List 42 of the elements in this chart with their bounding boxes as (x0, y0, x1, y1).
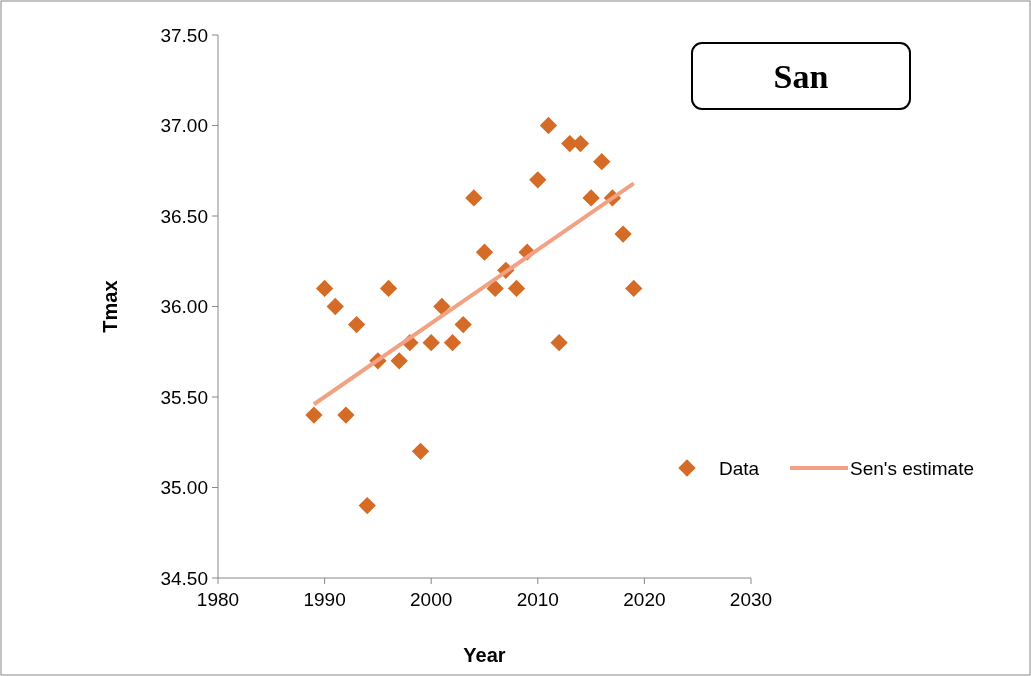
legend-label: Data (719, 457, 760, 479)
point (305, 406, 323, 424)
x-tick-label: 2010 (516, 589, 559, 610)
x-tick-label: 1990 (303, 589, 346, 610)
point (625, 279, 643, 298)
legend-label: Sen's estimate (850, 457, 975, 479)
point (593, 153, 611, 171)
x-axis-title: Year (463, 644, 506, 666)
y-tick-label: 34.50 (160, 567, 208, 589)
point (315, 279, 334, 298)
point (411, 442, 430, 460)
point (326, 297, 344, 316)
point (550, 334, 568, 352)
point (529, 171, 547, 189)
point (486, 279, 504, 298)
y-tick-label: 37.00 (160, 115, 208, 137)
point (433, 297, 451, 316)
point (379, 279, 398, 298)
y-tick-label: 36.50 (160, 205, 208, 227)
point (465, 189, 483, 207)
point (337, 406, 355, 424)
x-tick-label: 2030 (729, 589, 773, 610)
point (443, 334, 462, 352)
point (347, 315, 366, 334)
x-tick-label: 1980 (196, 589, 240, 610)
point (507, 279, 526, 298)
point (390, 352, 408, 370)
point (454, 315, 472, 334)
y-tick-label: 36.00 (160, 296, 208, 318)
x-tick-label: 2020 (623, 589, 666, 610)
y-axis-title: Tmax (99, 280, 121, 333)
point (614, 225, 632, 243)
y-tick-label: 35.50 (160, 386, 208, 408)
point (582, 189, 600, 207)
point (539, 116, 558, 135)
point (422, 334, 440, 352)
point (358, 496, 376, 515)
text: San (773, 57, 829, 95)
y-tick-label: 37.50 (160, 24, 208, 46)
x-tick-label: 2000 (410, 589, 453, 610)
point (475, 243, 494, 261)
y-tick-label: 35.00 (160, 477, 208, 499)
